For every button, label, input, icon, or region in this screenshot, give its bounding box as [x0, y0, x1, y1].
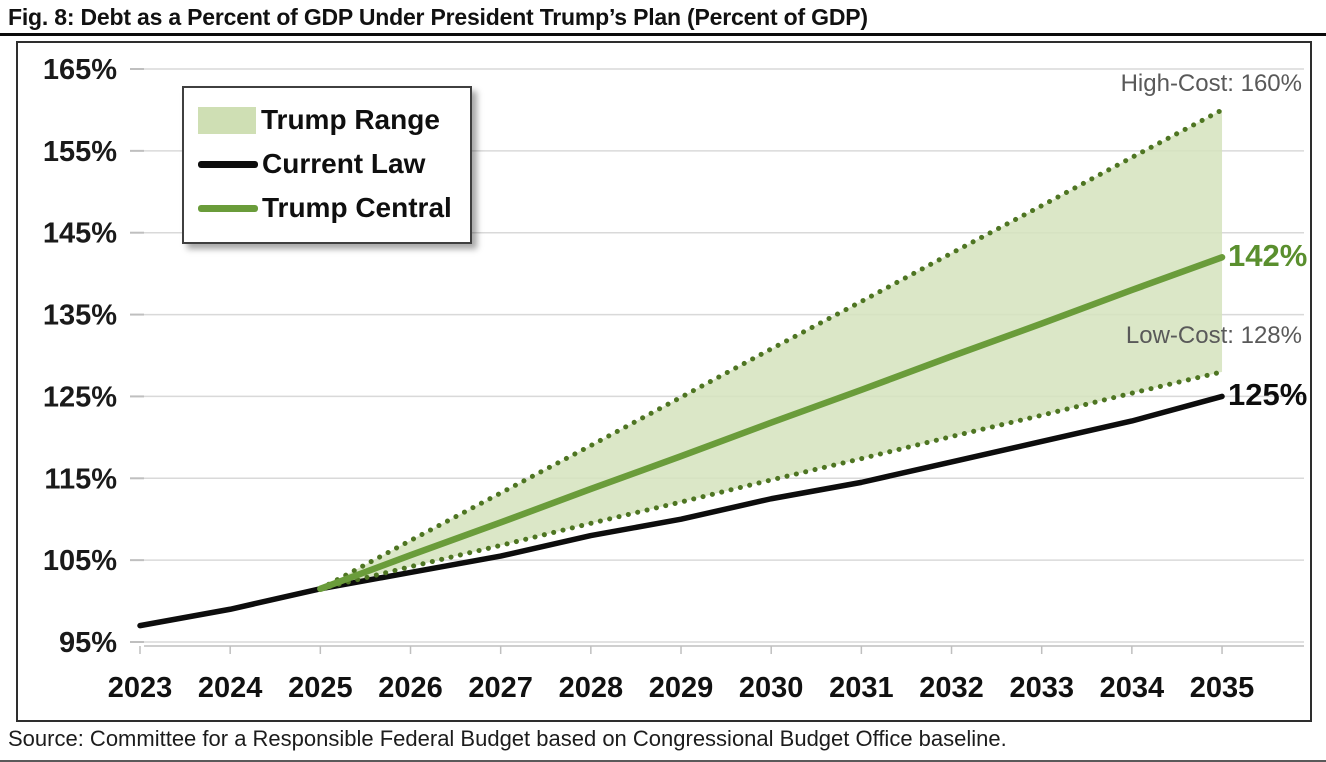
y-tick-label: 145%	[43, 218, 117, 250]
series-trump-central-line	[317, 254, 1226, 593]
high-cost-annotation: High-Cost: 160%	[1120, 70, 1302, 97]
current-law-swatch-icon	[198, 160, 258, 168]
legend-label: Trump Range	[261, 104, 440, 135]
x-tick-label: 2029	[649, 672, 714, 704]
figure-title: Fig. 8: Debt as a Percent of GDP Under P…	[0, 0, 1326, 36]
chart-canvas: 95% 105% 115% 125% 135% 145% 155% 165% 2023 2024 2…	[43, 54, 1304, 704]
x-tick-label: 2033	[1009, 672, 1074, 704]
y-tick-label: 155%	[43, 136, 117, 168]
legend-item-trump-central: Trump Central	[198, 186, 452, 230]
x-tick-label: 2035	[1190, 672, 1255, 704]
legend-label: Current Law	[262, 148, 426, 179]
current-law-end-label: 125%	[1228, 377, 1308, 412]
x-tick-label: 2027	[468, 672, 533, 704]
low-cost-annotation: Low-Cost: 128%	[1125, 322, 1302, 349]
y-tick-label: 105%	[43, 545, 117, 577]
series-high-cost-line	[317, 107, 1225, 592]
legend-item-trump-range: Trump Range	[198, 98, 452, 142]
series-low-cost-line	[317, 369, 1225, 592]
x-tick-label: 2031	[829, 672, 894, 704]
x-tick-label: 2025	[288, 672, 353, 704]
x-tick-label: 2023	[108, 672, 173, 704]
x-tick-label: 2024	[198, 672, 263, 704]
y-tick-label: 95%	[59, 627, 117, 659]
chart-frame: 95% 105% 115% 125% 135% 145% 155% 165% 2023 2024 2…	[16, 41, 1312, 722]
y-tick-label: 115%	[44, 463, 117, 495]
x-tick-label: 2034	[1100, 672, 1165, 704]
trump-central-swatch-icon	[198, 204, 258, 212]
source-attribution: Source: Committee for a Responsible Fede…	[8, 726, 1007, 751]
bottom-divider	[0, 760, 1326, 762]
x-tick-label: 2032	[919, 672, 984, 704]
x-tick-label: 2026	[378, 672, 443, 704]
trump-central-end-label: 142%	[1228, 238, 1308, 273]
y-tick-label: 125%	[43, 381, 117, 413]
x-tick-label: 2028	[559, 672, 624, 704]
legend-item-current-law: Current Law	[198, 142, 452, 186]
x-tick-label: 2030	[739, 672, 804, 704]
y-tick-label: 165%	[43, 54, 117, 86]
y-tick-label: 135%	[43, 300, 117, 332]
chart-legend: Trump Range Current Law Trump Central	[182, 86, 472, 244]
legend-label: Trump Central	[262, 192, 452, 223]
trump-range-swatch-icon	[198, 106, 256, 134]
